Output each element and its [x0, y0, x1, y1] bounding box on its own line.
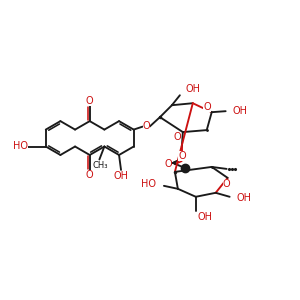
- Text: HO: HO: [14, 140, 28, 151]
- Text: O: O: [164, 159, 172, 169]
- Text: OH: OH: [198, 212, 213, 222]
- Text: OH: OH: [237, 193, 252, 203]
- Text: CH₃: CH₃: [93, 161, 108, 170]
- Text: O: O: [86, 96, 94, 106]
- Text: O: O: [223, 179, 230, 189]
- Text: HO: HO: [141, 179, 156, 189]
- Text: O: O: [143, 121, 150, 130]
- Text: OH: OH: [186, 84, 201, 94]
- Text: O: O: [203, 102, 211, 112]
- Text: O: O: [178, 151, 186, 161]
- Text: O: O: [86, 170, 94, 180]
- Text: OH: OH: [232, 106, 247, 116]
- Text: OH: OH: [113, 171, 128, 181]
- Text: O: O: [173, 132, 181, 142]
